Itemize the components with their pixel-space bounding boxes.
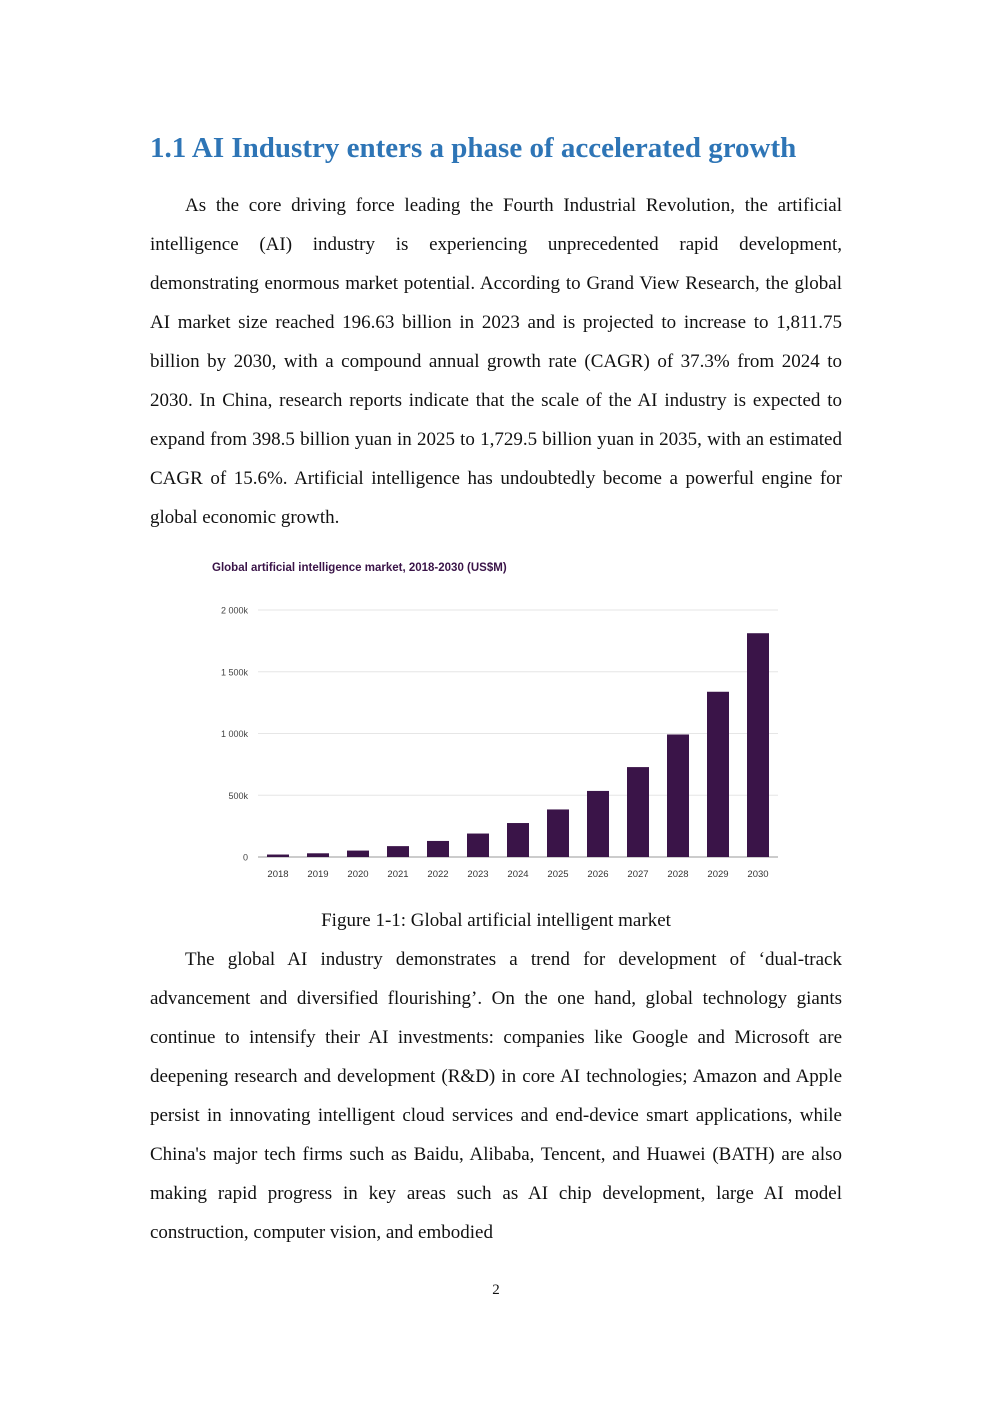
bar-2018 [267, 854, 289, 857]
x-tick-label: 2021 [387, 869, 408, 880]
x-tick-label: 2026 [587, 869, 608, 880]
bar-2026 [587, 790, 609, 857]
x-tick-label: 2018 [267, 869, 288, 880]
x-tick-label: 2028 [667, 869, 688, 880]
bar-2029 [707, 691, 729, 857]
x-tick-label: 2019 [307, 869, 328, 880]
figure-caption: Figure 1-1: Global artificial intelligen… [321, 910, 671, 931]
paragraph-intro: As the core driving force leading the Fo… [150, 195, 842, 528]
x-tick-label: 2027 [627, 869, 648, 880]
y-tick-label: 1 000k [221, 729, 249, 739]
x-tick-label: 2025 [547, 869, 568, 880]
x-tick-label: 2030 [747, 869, 768, 880]
chart-title: Global artificial intelligence market, 2… [212, 562, 507, 574]
bar-2023 [467, 833, 489, 857]
bar-2028 [667, 734, 689, 857]
page-number: 2 [492, 1282, 500, 1298]
x-tick-label: 2022 [427, 869, 448, 880]
x-tick-label: 2029 [707, 869, 728, 880]
bar-2025 [547, 809, 569, 857]
figure-chart: Global artificial intelligence market, 2… [195, 552, 795, 892]
bar-2027 [627, 767, 649, 857]
bar-chart: Global artificial intelligence market, 2… [212, 562, 778, 880]
paragraph-industry-trend: The global AI industry demonstrates a tr… [150, 949, 842, 1243]
x-tick-label: 2020 [347, 869, 368, 880]
bar-2024 [507, 823, 529, 857]
x-tick-label: 2023 [467, 869, 488, 880]
bar-2022 [427, 840, 449, 857]
y-tick-label: 2 000k [221, 606, 249, 616]
y-tick-label: 500k [228, 791, 248, 801]
bar-2019 [307, 853, 329, 857]
bar-2020 [347, 850, 369, 857]
y-tick-label: 0 [243, 853, 248, 863]
section-heading: 1.1 AI Industry enters a phase of accele… [150, 132, 797, 164]
y-tick-label: 1 500k [221, 667, 249, 677]
bar-2021 [387, 846, 409, 857]
x-tick-label: 2024 [507, 869, 528, 880]
bar-2030 [747, 633, 769, 857]
